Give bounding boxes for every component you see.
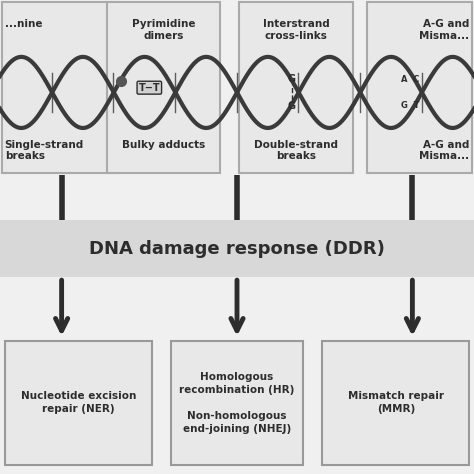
Text: A-G and
Misma...: A-G and Misma... xyxy=(419,140,469,162)
Text: A-G and
Misma...: A-G and Misma... xyxy=(419,19,469,41)
FancyBboxPatch shape xyxy=(322,341,469,465)
FancyBboxPatch shape xyxy=(107,2,220,173)
Text: Single-strand
breaks: Single-strand breaks xyxy=(5,140,84,162)
Text: Pyrimidine
dimers: Pyrimidine dimers xyxy=(132,19,195,41)
Text: G: G xyxy=(288,100,295,111)
FancyBboxPatch shape xyxy=(239,2,353,173)
FancyBboxPatch shape xyxy=(2,2,116,173)
Text: T−T: T−T xyxy=(138,82,160,93)
FancyBboxPatch shape xyxy=(367,2,472,173)
Text: A  C: A C xyxy=(401,75,419,83)
FancyBboxPatch shape xyxy=(0,220,474,277)
Text: Double-strand
breaks: Double-strand breaks xyxy=(254,140,338,162)
FancyBboxPatch shape xyxy=(5,341,152,465)
Text: Interstrand
cross-links: Interstrand cross-links xyxy=(263,19,329,41)
Text: G: G xyxy=(288,74,295,84)
Text: G  T: G T xyxy=(401,101,419,110)
Text: ...nine: ...nine xyxy=(5,19,42,29)
Text: Nucleotide excision
repair (NER): Nucleotide excision repair (NER) xyxy=(20,392,136,414)
FancyBboxPatch shape xyxy=(171,341,303,465)
Text: DNA damage response (DDR): DNA damage response (DDR) xyxy=(89,240,385,258)
Text: Bulky adducts: Bulky adducts xyxy=(122,140,205,150)
Text: Homologous
recombination (HR)

Non-homologous
end-joining (NHEJ): Homologous recombination (HR) Non-homolo… xyxy=(179,372,295,434)
Text: Mismatch repair
(MMR): Mismatch repair (MMR) xyxy=(348,392,444,414)
